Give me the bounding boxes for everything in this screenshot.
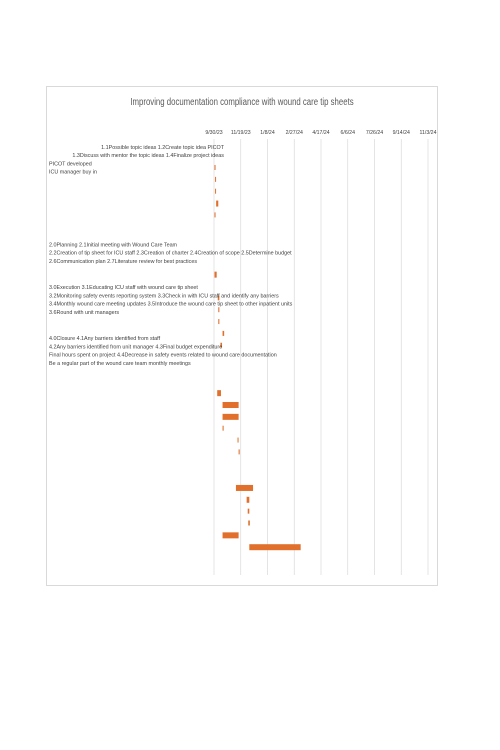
task-bar <box>218 319 220 325</box>
task-bar <box>215 176 217 182</box>
task-bar <box>214 212 216 218</box>
task-label: 2.6Communication plan 2.7Literature revi… <box>49 259 197 265</box>
task-bar <box>222 413 239 420</box>
task-label: 3.4Monthly wound care meeting updates 3.… <box>49 302 293 308</box>
task-bar <box>248 520 250 526</box>
x-tick-label: 9/14/24 <box>393 130 410 136</box>
task-bar <box>222 532 239 539</box>
task-bar <box>222 330 225 336</box>
task-bar <box>246 496 250 503</box>
task-label: 1.1Possible topic ideas 1.2Create topic … <box>101 145 225 151</box>
chart-frame: Improving documentation compliance with … <box>46 86 438 586</box>
task-label: PICOT developed <box>49 161 92 167</box>
x-tick-label: 2/27/24 <box>286 130 303 136</box>
task-label: 1.3Discuss with mentor the topic ideas 1… <box>72 153 224 159</box>
task-bar <box>249 544 301 551</box>
task-label: Final hours spent on project 4.4Decrease… <box>49 353 277 359</box>
task-bar <box>214 165 216 170</box>
task-label: 4.2Any barriers identified from unit man… <box>49 344 222 350</box>
x-tick-label: 4/17/24 <box>312 130 329 136</box>
x-tick-label: 7/26/24 <box>366 130 383 136</box>
chart-title: Improving documentation compliance with … <box>130 97 354 108</box>
task-label: 3.0Execution 3.1Educating ICU staff with… <box>49 285 198 291</box>
task-label: 4.0Closure 4.1Any barriers identified fr… <box>49 336 161 342</box>
task-label: 2.0Planning 2.1Initial meeting with Woun… <box>49 242 178 248</box>
task-bar <box>218 307 220 313</box>
task-bar <box>215 188 217 194</box>
task-bar <box>247 508 250 514</box>
task-bar <box>238 449 240 455</box>
task-bar <box>220 342 223 348</box>
x-tick-label: 11/3/24 <box>420 130 437 136</box>
task-bar <box>237 437 239 443</box>
task-label: 3.6Round with unit managers <box>49 310 119 316</box>
task-label: Be a regular part of the wound care team… <box>49 361 191 367</box>
x-tick-label: 1/8/24 <box>260 130 275 136</box>
task-bar <box>216 200 219 207</box>
task-bar <box>222 425 224 431</box>
task-bar <box>235 484 254 491</box>
task-label: ICU manager buy in <box>49 170 97 176</box>
gantt-plot: 9/30/23 11/19/23 1/8/24 2/27/24 4/17/24 6/6/2… <box>49 130 437 575</box>
task-bar <box>214 271 217 278</box>
task-label: 2.2Creation of tip sheet for ICU staff 2… <box>49 251 292 257</box>
task-bar <box>222 402 239 408</box>
x-tick-label: 6/6/24 <box>341 130 356 136</box>
task-bar <box>217 295 220 301</box>
x-tick-label: 9/30/23 <box>205 130 222 136</box>
task-bar <box>217 390 221 397</box>
task-label: 3.2Monitoring safety events reporting sy… <box>49 293 279 299</box>
x-tick-label: 11/19/23 <box>231 130 251 136</box>
